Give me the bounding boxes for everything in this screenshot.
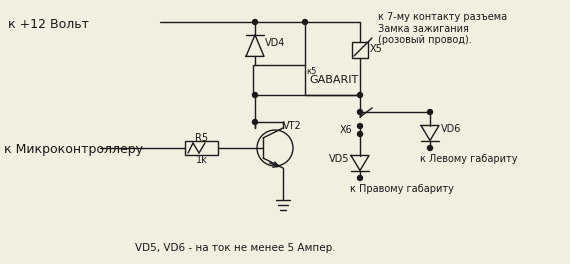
Text: к5: к5 (306, 67, 316, 76)
Circle shape (253, 92, 258, 97)
Text: к +12 Вольт: к +12 Вольт (8, 17, 89, 31)
Text: VD5: VD5 (328, 154, 349, 164)
Bar (352, 42, 368, 58)
Circle shape (253, 120, 258, 125)
Text: VT2: VT2 (283, 121, 302, 131)
Circle shape (357, 92, 363, 97)
Text: VD5, VD6 - на ток не менее 5 Ампер.: VD5, VD6 - на ток не менее 5 Ампер. (135, 243, 336, 253)
Circle shape (253, 20, 258, 25)
Circle shape (357, 176, 363, 181)
Bar (185, 141, 218, 155)
Text: X5: X5 (370, 44, 383, 54)
Text: к 7-му контакту разъема
Замка зажигания
(розовый провод).: к 7-му контакту разъема Замка зажигания … (378, 12, 507, 45)
Text: GABARIT: GABARIT (309, 75, 359, 85)
Bar (253, 65, 305, 95)
Text: к Левому габариту: к Левому габариту (420, 154, 518, 164)
Circle shape (357, 124, 363, 129)
Text: 1k: 1k (196, 155, 207, 165)
Text: X6: X6 (340, 125, 353, 135)
Text: к Микроконтроллеру: к Микроконтроллеру (4, 144, 143, 157)
Text: VD4: VD4 (265, 39, 286, 49)
Circle shape (428, 110, 433, 115)
Circle shape (428, 145, 433, 150)
Circle shape (357, 110, 363, 115)
Text: VD6: VD6 (441, 124, 461, 134)
Circle shape (357, 131, 363, 136)
Text: к Правому габариту: к Правому габариту (350, 184, 454, 194)
Text: R5: R5 (195, 133, 208, 143)
Circle shape (303, 20, 307, 25)
